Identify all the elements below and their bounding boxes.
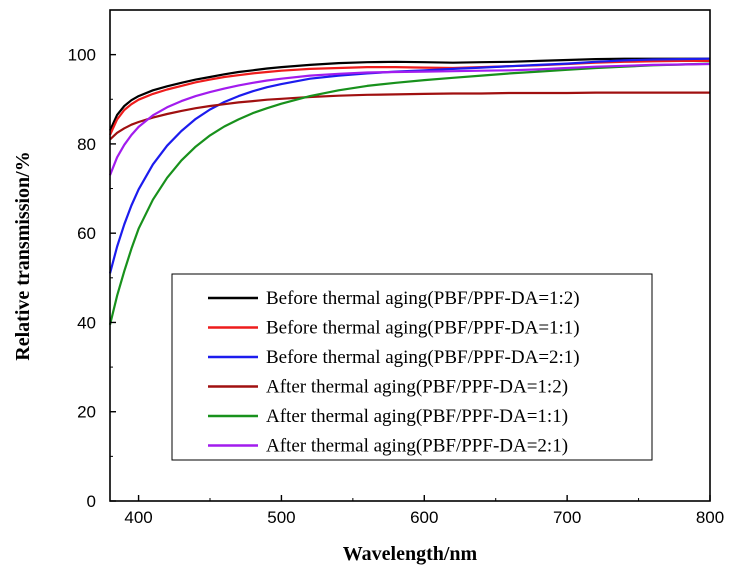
series-line-5 bbox=[108, 62, 711, 325]
x-tick-label-800: 800 bbox=[696, 508, 724, 527]
y-tick-label-80: 80 bbox=[77, 135, 96, 154]
legend-label-5: After thermal aging(PBF/PPF-DA=1:1) bbox=[266, 406, 568, 427]
series-line-1 bbox=[108, 57, 710, 131]
y-tick-label-40: 40 bbox=[77, 313, 96, 332]
legend-box bbox=[171, 273, 653, 461]
legend-items: Before thermal aging(PBF/PPF-DA=1:2) Befo… bbox=[208, 288, 580, 457]
legend-label-3: Before thermal aging(PBF/PPF-DA=2:1) bbox=[266, 347, 580, 368]
series-line-3 bbox=[108, 57, 711, 274]
x-tick-label-400: 400 bbox=[124, 508, 152, 527]
series-layer bbox=[108, 57, 711, 325]
legend-label-6: After thermal aging(PBF/PPF-DA=2:1) bbox=[266, 436, 568, 457]
x-tick-label-600: 600 bbox=[410, 508, 438, 527]
legend-label-1: Before thermal aging(PBF/PPF-DA=1:2) bbox=[266, 288, 580, 309]
y-axis-title: Relative transmission/% bbox=[12, 151, 34, 360]
plot-frame bbox=[109, 9, 711, 502]
series-line-6 bbox=[108, 62, 711, 176]
x-axis-title: Wavelength/nm bbox=[343, 543, 478, 565]
y-tick-label-60: 60 bbox=[77, 224, 96, 243]
x-tick-label-500: 500 bbox=[267, 508, 295, 527]
x-tick-label-700: 700 bbox=[553, 508, 581, 527]
y-tick-label-100: 100 bbox=[68, 46, 96, 65]
legend: Before thermal aging(PBF/PPF-DA=1:2) Befo… bbox=[171, 273, 653, 461]
y-tick-label-0: 0 bbox=[87, 492, 96, 511]
legend-label-2: Before thermal aging(PBF/PPF-DA=1:1) bbox=[266, 318, 580, 339]
y-tick-label-20: 20 bbox=[77, 403, 96, 422]
ticks-layer: 400 500 600 700 800 0 20 40 60 80 100 bbox=[68, 9, 724, 527]
legend-label-4: After thermal aging(PBF/PPF-DA=1:2) bbox=[266, 377, 568, 398]
